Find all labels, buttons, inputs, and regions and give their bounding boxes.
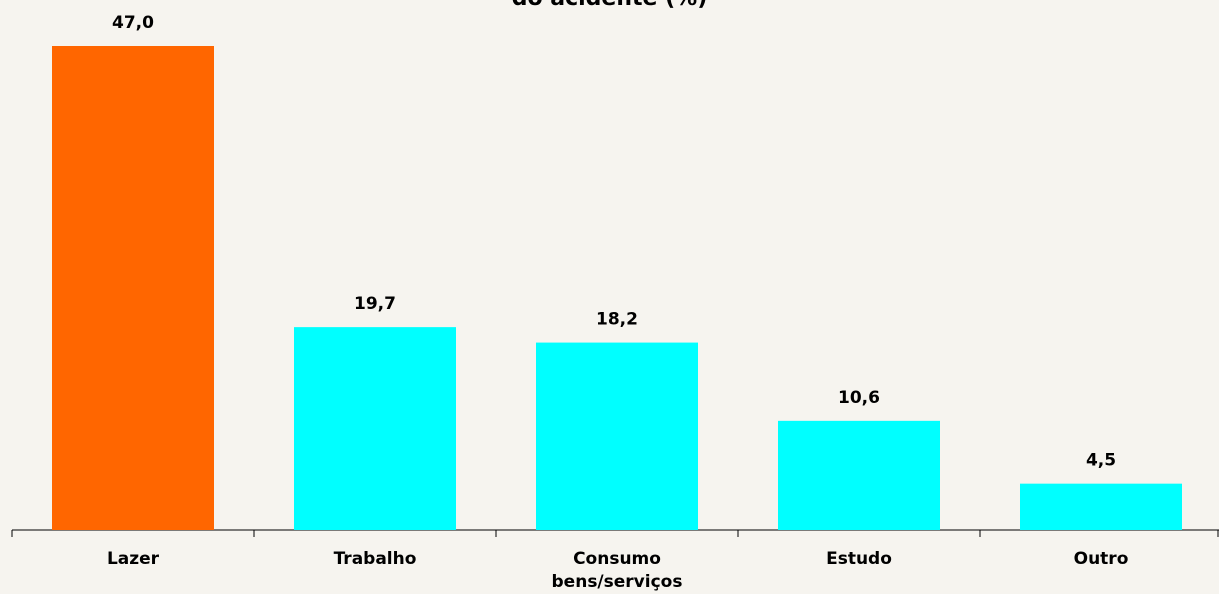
x-tick-label: Lazer: [106, 549, 160, 569]
x-tick-label: Trabalho: [333, 549, 417, 569]
bar: [1020, 483, 1182, 530]
bar: [536, 342, 698, 530]
x-tick-label: Outro: [1073, 549, 1129, 569]
x-tick-label: Estudo: [826, 549, 892, 569]
chart-title: do acidente (%): [0, 0, 1219, 11]
value-label: 18,2: [596, 310, 638, 330]
value-label: 47,0: [112, 13, 154, 33]
value-label: 4,5: [1086, 451, 1116, 471]
bar: [778, 420, 940, 530]
x-tick-label: Consumo bens/serviços: [551, 549, 683, 592]
value-label: 10,6: [838, 388, 880, 408]
value-label: 19,7: [354, 294, 396, 314]
bar: [52, 46, 214, 530]
bar: [294, 327, 456, 530]
